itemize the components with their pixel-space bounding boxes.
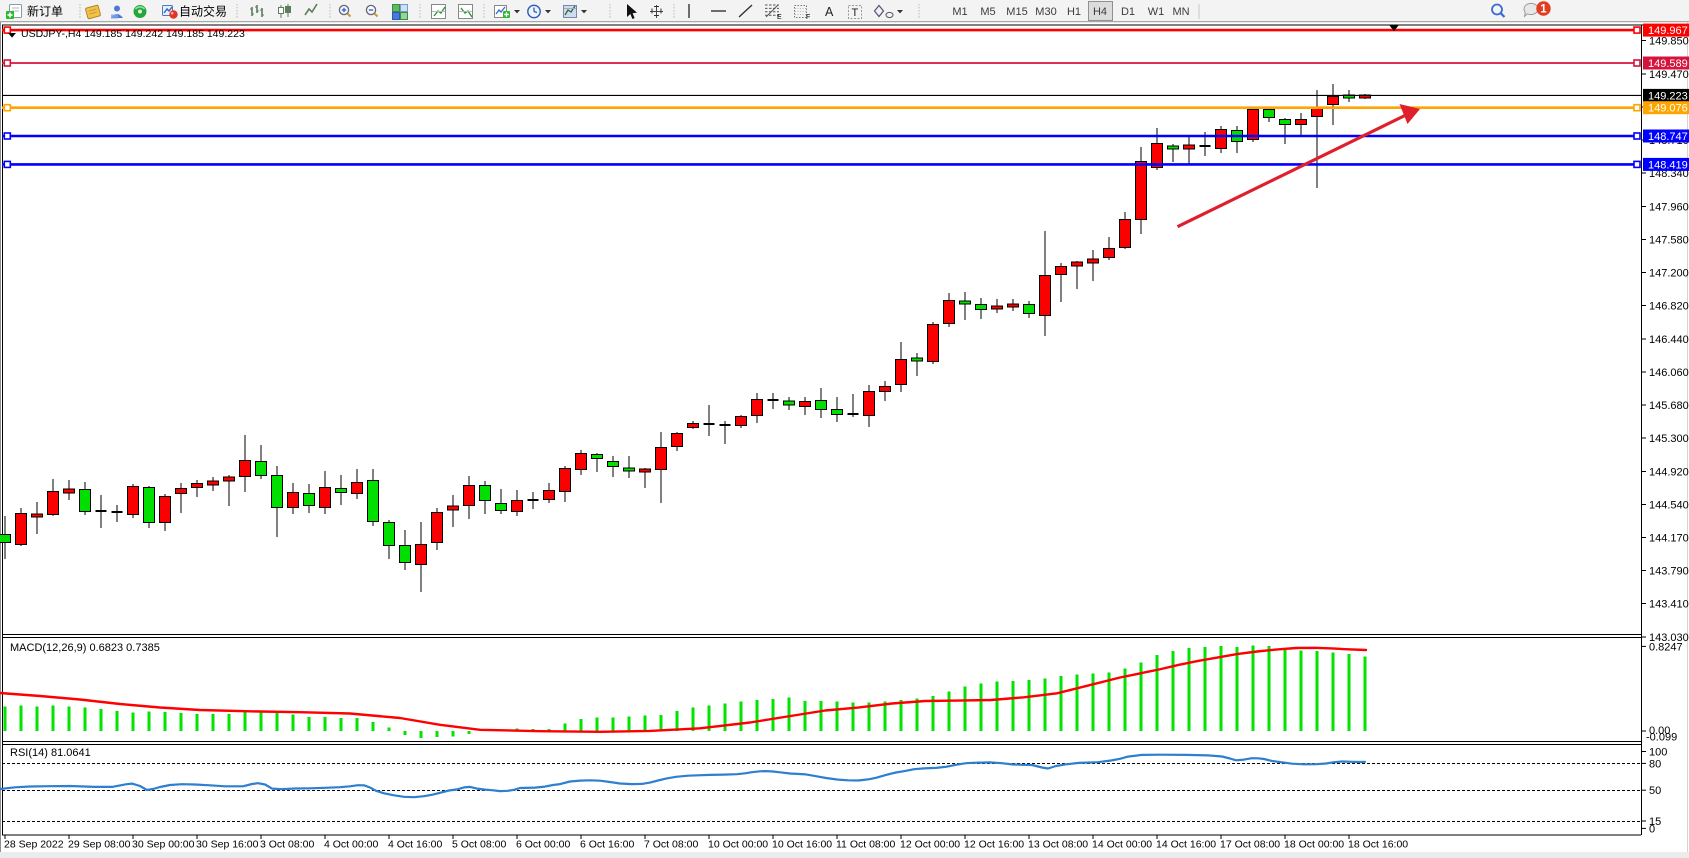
svg-text:29 Sep 08:00: 29 Sep 08:00: [68, 839, 131, 851]
svg-text:E: E: [777, 14, 782, 21]
svg-text:143.410: 143.410: [1649, 599, 1689, 611]
svg-text:0.00: 0.00: [1649, 725, 1670, 737]
svg-text:144.170: 144.170: [1649, 533, 1689, 545]
svg-text:5 Oct 08:00: 5 Oct 08:00: [452, 839, 506, 851]
svg-text:M15: M15: [1006, 6, 1027, 18]
svg-text:144.920: 144.920: [1649, 466, 1689, 478]
svg-text:USDJPY-,H4 149.185 149.242 14: USDJPY-,H4 149.185 149.242 149.185 149.2…: [21, 28, 245, 40]
svg-text:149.967: 149.967: [1648, 25, 1688, 37]
svg-text:146.060: 146.060: [1649, 367, 1689, 379]
svg-text:10 Oct 00:00: 10 Oct 00:00: [708, 839, 768, 851]
svg-text:T: T: [852, 7, 859, 19]
svg-text:30 Sep 00:00: 30 Sep 00:00: [132, 839, 195, 851]
svg-text:H1: H1: [1067, 6, 1081, 18]
svg-text:15: 15: [1649, 816, 1661, 828]
svg-text:18 Oct 16:00: 18 Oct 16:00: [1348, 839, 1408, 851]
svg-text:149.223: 149.223: [1648, 90, 1688, 102]
svg-text:145.680: 145.680: [1649, 400, 1689, 412]
svg-text:A: A: [825, 5, 834, 19]
svg-text:148.419: 148.419: [1648, 159, 1688, 171]
svg-text:新订单: 新订单: [27, 4, 63, 19]
svg-text:100: 100: [1649, 747, 1667, 759]
svg-text:80: 80: [1649, 758, 1661, 770]
svg-text:H4: H4: [1093, 6, 1107, 18]
svg-text:149.470: 149.470: [1649, 69, 1689, 81]
svg-text:F: F: [806, 14, 810, 21]
svg-text:148.340: 148.340: [1649, 168, 1689, 180]
svg-text:50: 50: [1649, 785, 1661, 797]
svg-text:14 Oct 00:00: 14 Oct 00:00: [1092, 839, 1152, 851]
svg-text:143.790: 143.790: [1649, 566, 1689, 578]
svg-text:W1: W1: [1148, 6, 1165, 18]
svg-text:-0.099: -0.099: [1646, 732, 1677, 744]
svg-text:12 Oct 16:00: 12 Oct 16:00: [964, 839, 1024, 851]
svg-text:6 Oct 00:00: 6 Oct 00:00: [516, 839, 570, 851]
svg-text:0.8247: 0.8247: [1649, 641, 1683, 653]
svg-text:145.300: 145.300: [1649, 433, 1689, 445]
svg-text:MACD(12,26,9) 0.6823 0.7385: MACD(12,26,9) 0.6823 0.7385: [10, 642, 160, 654]
svg-text:147.580: 147.580: [1649, 234, 1689, 246]
svg-text:30 Sep 16:00: 30 Sep 16:00: [196, 839, 259, 851]
svg-text:148.747: 148.747: [1648, 131, 1688, 143]
svg-text:12 Oct 00:00: 12 Oct 00:00: [900, 839, 960, 851]
svg-text:147.200: 147.200: [1649, 268, 1689, 280]
svg-text:1: 1: [1540, 4, 1547, 16]
svg-text:7 Oct 08:00: 7 Oct 08:00: [644, 839, 698, 851]
svg-text:MN: MN: [1172, 6, 1189, 18]
svg-text:149.850: 149.850: [1649, 36, 1689, 48]
svg-text:146.440: 146.440: [1649, 334, 1689, 346]
svg-text:0: 0: [1649, 823, 1655, 835]
svg-text:147.960: 147.960: [1649, 201, 1689, 213]
svg-text:3 Oct 08:00: 3 Oct 08:00: [260, 839, 314, 851]
svg-text:4 Oct 00:00: 4 Oct 00:00: [324, 839, 378, 851]
svg-text:143.030: 143.030: [1649, 632, 1689, 644]
svg-text:4 Oct 16:00: 4 Oct 16:00: [388, 839, 442, 851]
svg-text:自动交易: 自动交易: [179, 4, 227, 19]
svg-text:10 Oct 16:00: 10 Oct 16:00: [772, 839, 832, 851]
svg-text:M1: M1: [952, 6, 967, 18]
svg-text:14 Oct 16:00: 14 Oct 16:00: [1156, 839, 1216, 851]
svg-text:144.540: 144.540: [1649, 499, 1689, 511]
svg-text:RSI(14) 81.0641: RSI(14) 81.0641: [10, 747, 91, 759]
svg-text:18 Oct 00:00: 18 Oct 00:00: [1284, 839, 1344, 851]
svg-text:13 Oct 08:00: 13 Oct 08:00: [1028, 839, 1088, 851]
svg-text:17 Oct 08:00: 17 Oct 08:00: [1220, 839, 1280, 851]
svg-text:28 Sep 2022: 28 Sep 2022: [4, 839, 64, 851]
svg-text:149.076: 149.076: [1648, 103, 1688, 115]
svg-text:146.820: 146.820: [1649, 301, 1689, 313]
svg-text:M30: M30: [1035, 6, 1056, 18]
svg-text:149.589: 149.589: [1648, 58, 1688, 70]
svg-text:D1: D1: [1121, 6, 1135, 18]
svg-text:6 Oct 16:00: 6 Oct 16:00: [580, 839, 634, 851]
svg-text:11 Oct 08:00: 11 Oct 08:00: [836, 839, 896, 851]
svg-text:M5: M5: [980, 6, 995, 18]
